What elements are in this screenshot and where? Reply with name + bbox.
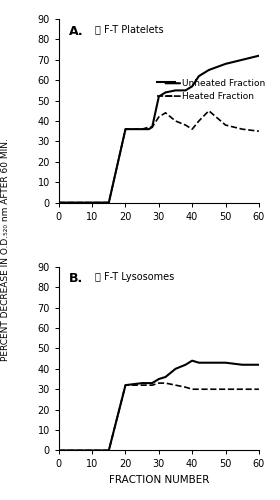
Text: B.: B. [69,272,83,285]
Text: Ⓟ F-T Lysosomes: Ⓟ F-T Lysosomes [95,272,174,282]
Legend: Unheated Fraction, Heated Fraction: Unheated Fraction, Heated Fraction [153,75,269,104]
Text: A.: A. [69,24,83,38]
X-axis label: FRACTION NUMBER: FRACTION NUMBER [109,475,209,485]
Text: Ⓟ F-T Platelets: Ⓟ F-T Platelets [95,24,164,34]
Text: PERCENT DECREASE IN O.D.₅₂₀ nm AFTER 60 MIN.: PERCENT DECREASE IN O.D.₅₂₀ nm AFTER 60 … [1,138,10,362]
